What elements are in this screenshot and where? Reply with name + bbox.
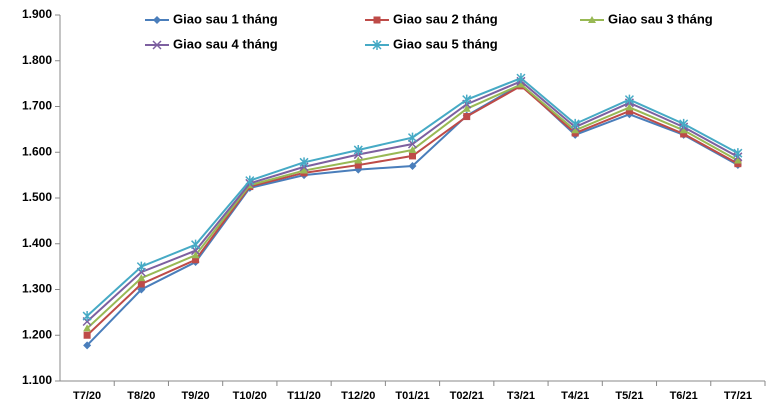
marker	[372, 40, 382, 50]
y-tick-label: 1.200	[22, 327, 52, 341]
marker	[137, 274, 146, 282]
marker	[571, 126, 580, 134]
x-tick-label: T4/21	[561, 390, 589, 402]
x-tick-label: T7/20	[73, 390, 101, 402]
marker	[299, 157, 309, 168]
legend-text: Giao sau 3 tháng	[608, 11, 713, 26]
marker	[588, 16, 596, 23]
marker	[733, 148, 743, 159]
marker	[245, 175, 255, 186]
marker	[516, 73, 526, 84]
series-line	[86, 83, 739, 330]
series-line	[86, 83, 739, 347]
x-tick-label: T3/21	[507, 390, 535, 402]
legend-text: Giao sau 5 tháng	[393, 36, 498, 51]
marker	[192, 256, 200, 264]
x-tick-label: T02/21	[450, 390, 484, 402]
marker	[300, 166, 309, 174]
marker	[570, 118, 580, 129]
marker	[462, 94, 472, 105]
legend-text: Giao sau 2 tháng	[393, 11, 498, 26]
marker	[137, 280, 145, 288]
y-tick-label: 1.600	[22, 144, 52, 158]
marker	[463, 113, 471, 121]
marker	[624, 94, 634, 105]
marker	[136, 261, 146, 272]
y-tick-label: 1.100	[22, 373, 52, 387]
marker	[680, 130, 688, 138]
series-line	[86, 76, 739, 317]
y-tick-label: 1.900	[22, 7, 52, 21]
x-tick-label: T10/20	[233, 390, 267, 402]
marker	[191, 239, 201, 250]
marker	[408, 161, 417, 170]
y-tick-label: 1.500	[22, 190, 52, 204]
marker	[679, 118, 689, 129]
marker	[516, 80, 525, 88]
y-tick-label: 1.700	[22, 99, 52, 113]
marker	[354, 156, 363, 164]
legend-text: Giao sau 1 tháng	[173, 11, 278, 26]
marker	[407, 132, 418, 143]
series-line	[86, 84, 739, 336]
x-tick-label: T9/20	[182, 390, 210, 402]
x-tick-label: T11/20	[287, 390, 321, 402]
marker	[733, 156, 742, 164]
marker	[83, 341, 92, 350]
marker	[82, 311, 92, 322]
marker	[191, 251, 200, 259]
x-tick-label: T01/21	[395, 390, 429, 402]
x-tick-label: T6/21	[670, 390, 698, 402]
marker	[408, 145, 417, 153]
y-tick-label: 1.300	[22, 282, 52, 296]
y-tick-label: 1.400	[22, 236, 52, 250]
marker	[353, 144, 363, 155]
marker	[152, 40, 162, 50]
marker	[625, 107, 633, 115]
x-tick-label: T12/20	[341, 390, 375, 402]
marker	[407, 139, 418, 149]
marker	[679, 126, 688, 134]
marker	[153, 16, 161, 24]
y-tick-label: 1.800	[22, 53, 52, 67]
marker	[409, 152, 416, 160]
x-tick-label: T7/21	[724, 390, 752, 402]
marker	[373, 16, 381, 24]
marker	[625, 103, 634, 111]
x-tick-label: T8/20	[127, 390, 155, 402]
marker	[462, 104, 471, 112]
marker	[83, 331, 91, 339]
marker	[354, 161, 362, 169]
x-tick-label: T5/21	[615, 390, 643, 402]
legend-text: Giao sau 4 tháng	[173, 36, 278, 51]
marker	[83, 324, 92, 332]
marker	[734, 160, 742, 168]
